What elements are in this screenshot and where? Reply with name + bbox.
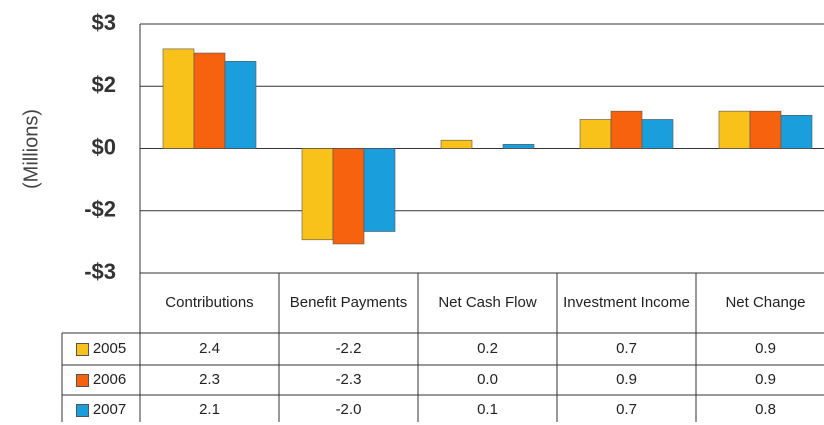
table-value-text: 0.8 — [755, 401, 776, 418]
category-header-text: Investment Income — [563, 294, 690, 311]
table-value: 0.9 — [557, 365, 696, 395]
bar — [502, 144, 535, 149]
category-header-text: Net Change — [725, 294, 806, 311]
legend-swatch — [75, 403, 89, 417]
table-value: 0.8 — [696, 395, 824, 425]
table-value: 2.4 — [140, 333, 279, 365]
table-value-text: 0.9 — [616, 371, 637, 388]
table-value: -2.3 — [279, 365, 418, 395]
bar — [610, 110, 643, 149]
table-value-text: 2.3 — [199, 371, 220, 388]
bar — [641, 119, 674, 149]
table-value: 0.0 — [418, 365, 557, 395]
table-value-text: 2.1 — [199, 401, 220, 418]
category-header-text: Net Cash Flow — [438, 294, 537, 311]
table-value-text: -2.0 — [335, 401, 362, 418]
table-value-text: -2.3 — [335, 371, 362, 388]
table-value-text: -2.2 — [335, 340, 362, 357]
table-value-text: 2.4 — [199, 340, 220, 357]
bar — [749, 110, 782, 149]
bar — [193, 52, 226, 149]
category-header-text: Contributions — [165, 294, 254, 311]
table-value: 0.1 — [418, 395, 557, 425]
legend-cell: 2005 — [62, 333, 140, 365]
y-tick-label: $0 — [92, 134, 116, 159]
legend-swatch — [75, 373, 89, 387]
legend-label: 2007 — [92, 401, 127, 418]
table-value: 2.3 — [140, 365, 279, 395]
bar — [301, 148, 334, 241]
legend-cell: 2007 — [62, 395, 140, 425]
bar — [780, 115, 813, 149]
bar — [718, 110, 751, 149]
bar — [579, 119, 612, 149]
table-value: 0.9 — [696, 365, 824, 395]
category-header-text: Benefit Payments — [289, 294, 408, 311]
y-tick-label: -$2 — [84, 197, 116, 222]
bar — [440, 139, 473, 149]
table-value-text: 0.9 — [755, 371, 776, 388]
table-value-text: 0.1 — [477, 401, 498, 418]
category-header: Net Cash Flow — [422, 275, 553, 331]
y-tick-label: $2 — [92, 72, 116, 97]
table-value: 0.9 — [696, 333, 824, 365]
bar — [224, 61, 257, 149]
y-axis-label: (Millions) — [20, 109, 42, 189]
category-header: Contributions — [144, 275, 275, 331]
table-value: 2.1 — [140, 395, 279, 425]
category-header: Benefit Payments — [283, 275, 414, 331]
legend-label: 2006 — [92, 371, 127, 388]
table-value: 0.2 — [418, 333, 557, 365]
table-value-text: 0.7 — [616, 401, 637, 418]
table-value: -2.0 — [279, 395, 418, 425]
category-header: Net Change — [700, 275, 824, 331]
legend-cell: 2006 — [62, 365, 140, 395]
table-value: -2.2 — [279, 333, 418, 365]
table-value-text: 0.9 — [755, 340, 776, 357]
bar — [363, 148, 396, 232]
table-value-text: 0.2 — [477, 340, 498, 357]
table-value-text: 0.7 — [616, 340, 637, 357]
bar — [162, 48, 195, 149]
legend-swatch — [75, 342, 89, 356]
category-header: Investment Income — [561, 275, 692, 331]
y-tick-label: -$3 — [84, 259, 116, 284]
y-tick-label: $3 — [92, 10, 116, 35]
bar — [332, 148, 365, 245]
table-value-text: 0.0 — [477, 371, 498, 388]
table-value: 0.7 — [557, 333, 696, 365]
table-value: 0.7 — [557, 395, 696, 425]
legend-label: 2005 — [92, 340, 127, 357]
